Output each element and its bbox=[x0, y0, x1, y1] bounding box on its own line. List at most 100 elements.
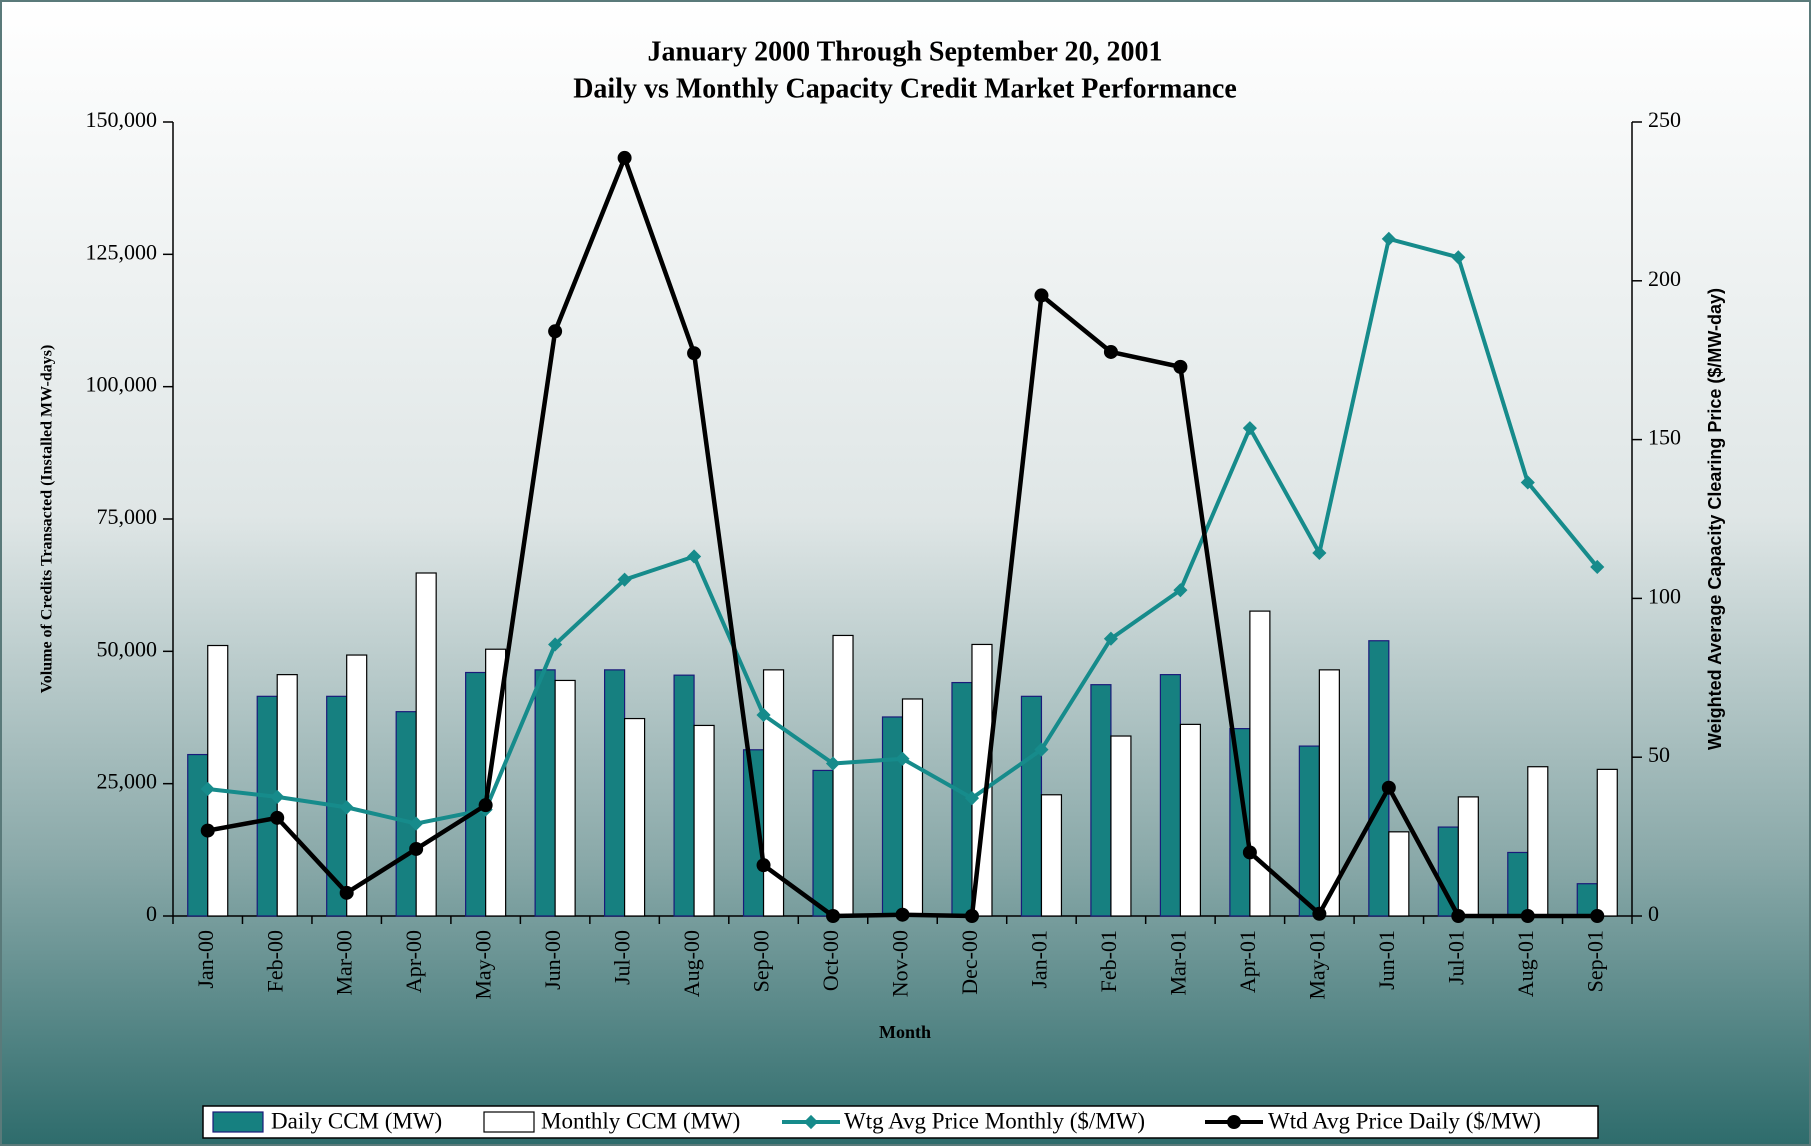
marker bbox=[687, 549, 702, 564]
bar bbox=[603, 669, 626, 917]
bar bbox=[1110, 735, 1132, 917]
bar bbox=[1368, 640, 1390, 917]
bar bbox=[1159, 674, 1182, 917]
y2-tick-label: 0 bbox=[1648, 901, 1659, 926]
marker bbox=[1312, 906, 1327, 921]
bar bbox=[1527, 766, 1549, 917]
x-tick-label: Jul-00 bbox=[610, 930, 635, 985]
bar bbox=[346, 654, 368, 917]
marker bbox=[617, 572, 632, 587]
y-tick-label: 150,000 bbox=[86, 107, 158, 132]
legend-label: Monthly CCM (MW) bbox=[541, 1108, 740, 1133]
chart-subtitle: Daily vs Monthly Capacity Credit Market … bbox=[573, 73, 1237, 104]
y-tick-label: 0 bbox=[146, 901, 157, 926]
y2-tick-label: 250 bbox=[1648, 107, 1681, 132]
y2-tick-label: 50 bbox=[1648, 742, 1670, 767]
y2-tick-label: 200 bbox=[1648, 266, 1681, 291]
x-axis-label: Month bbox=[879, 1022, 931, 1042]
legend-marker bbox=[803, 1114, 819, 1130]
marker bbox=[1103, 631, 1118, 646]
marker bbox=[687, 346, 702, 361]
x-tick-label: Apr-00 bbox=[401, 930, 426, 993]
bar bbox=[1179, 723, 1202, 917]
marker bbox=[964, 791, 980, 806]
marker bbox=[1381, 780, 1396, 795]
chart-title: January 2000 Through September 20, 2001 bbox=[648, 36, 1163, 67]
bar bbox=[395, 711, 417, 917]
marker bbox=[548, 637, 563, 652]
marker bbox=[1103, 344, 1118, 359]
x-tick-label: Jun-00 bbox=[540, 930, 565, 990]
bar bbox=[832, 634, 854, 917]
marker bbox=[756, 707, 771, 723]
x-tick-label: May-00 bbox=[471, 930, 496, 1000]
marker bbox=[1590, 909, 1605, 923]
bar bbox=[762, 669, 785, 917]
x-tick-label: Nov-00 bbox=[888, 930, 913, 997]
x-tick-label: Feb-01 bbox=[1096, 930, 1121, 992]
x-tick-label: May-01 bbox=[1304, 930, 1329, 1000]
x-tick-label: Feb-00 bbox=[262, 930, 287, 992]
y-tick-label: 100,000 bbox=[86, 372, 158, 397]
bar bbox=[1388, 831, 1410, 917]
y2-tick-label: 150 bbox=[1648, 425, 1681, 450]
y2-tick-label: 100 bbox=[1648, 583, 1681, 608]
marker bbox=[825, 756, 841, 771]
x-tick-label: Sep-01 bbox=[1582, 930, 1607, 992]
y-tick-label: 50,000 bbox=[97, 636, 158, 661]
bar bbox=[1507, 851, 1529, 917]
marker bbox=[1312, 545, 1327, 561]
bar bbox=[1040, 794, 1063, 917]
marker bbox=[1451, 909, 1466, 923]
marker bbox=[339, 885, 354, 900]
marker bbox=[339, 800, 354, 815]
bar bbox=[812, 769, 834, 917]
marker bbox=[270, 810, 285, 825]
x-tick-label: Mar-00 bbox=[332, 930, 357, 996]
bar bbox=[1298, 745, 1320, 917]
marker bbox=[1590, 559, 1605, 575]
x-tick-label: Mar-01 bbox=[1165, 930, 1190, 996]
legend-label: Wtg Avg Price Monthly ($/MW) bbox=[844, 1108, 1145, 1133]
x-tick-label: Jan-01 bbox=[1026, 930, 1051, 989]
bar bbox=[1090, 684, 1112, 917]
legend-swatch bbox=[212, 1111, 264, 1133]
marker bbox=[1520, 475, 1535, 490]
legend-swatch bbox=[483, 1111, 535, 1133]
x-tick-label: Jan-00 bbox=[193, 930, 218, 989]
marker bbox=[1034, 288, 1049, 303]
y-tick-label: 75,000 bbox=[97, 504, 158, 529]
x-tick-label: Dec-00 bbox=[957, 930, 982, 995]
bar bbox=[1457, 796, 1479, 917]
y2-axis-label: Weighted Average Capacity Clearing Price… bbox=[1705, 288, 1725, 750]
marker bbox=[895, 907, 910, 922]
marker bbox=[409, 841, 424, 856]
bar bbox=[534, 669, 556, 917]
marker bbox=[200, 781, 215, 797]
bar bbox=[901, 698, 924, 917]
bar bbox=[673, 674, 695, 917]
marker bbox=[1520, 909, 1535, 923]
legend-marker bbox=[1227, 1115, 1241, 1129]
bar bbox=[1249, 610, 1271, 917]
marker bbox=[1173, 583, 1188, 598]
bar bbox=[415, 572, 437, 917]
marker bbox=[478, 798, 493, 813]
legend bbox=[202, 1105, 1599, 1139]
marker bbox=[1242, 845, 1257, 860]
x-tick-label: Aug-01 bbox=[1513, 930, 1538, 997]
legend-label: Wtd Avg Price Daily ($/MW) bbox=[1268, 1108, 1541, 1133]
bar bbox=[1437, 826, 1459, 917]
marker bbox=[826, 909, 841, 923]
x-tick-label: Sep-00 bbox=[749, 930, 774, 992]
x-tick-label: Aug-00 bbox=[679, 930, 704, 997]
marker bbox=[409, 816, 424, 831]
bar bbox=[1020, 695, 1043, 917]
marker bbox=[1381, 231, 1396, 246]
bar bbox=[623, 717, 646, 917]
bar bbox=[693, 724, 715, 917]
marker bbox=[200, 823, 215, 838]
marker bbox=[895, 751, 910, 766]
